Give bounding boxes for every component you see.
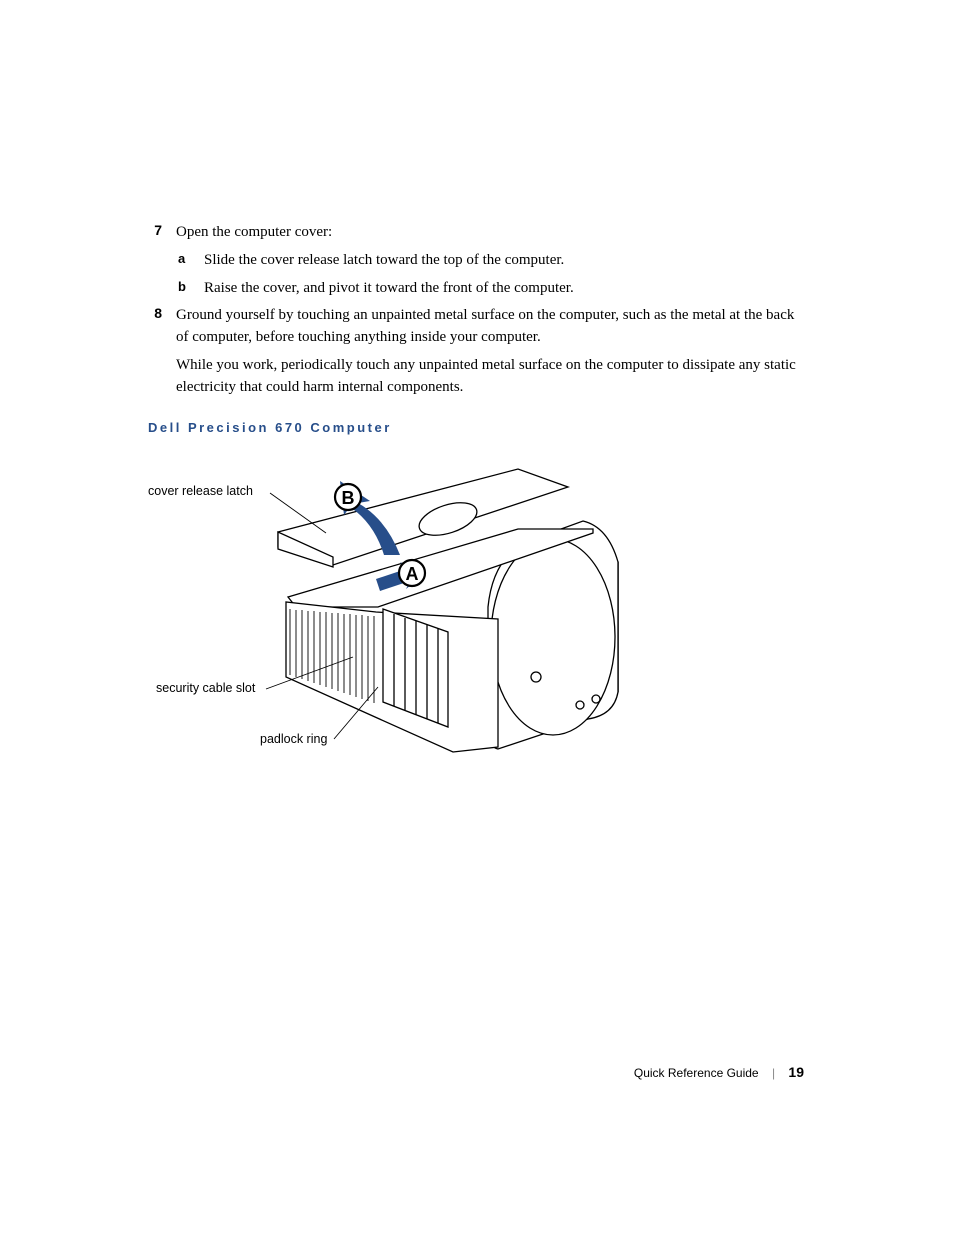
step-title: Open the computer cover: (176, 224, 332, 240)
marker-a-text: A (406, 564, 419, 584)
step-8: 8 Ground yourself by touching an unpaint… (148, 305, 808, 398)
callout-security-slot: security cable slot (156, 681, 255, 695)
diagram-svg: B A (148, 457, 668, 767)
substep-a: a Slide the cover release latch toward t… (176, 250, 808, 272)
substep-text: Raise the cover, and pivot it toward the… (204, 278, 574, 300)
footer-title: Quick Reference Guide (634, 1066, 759, 1080)
substep-letter: b (176, 278, 204, 300)
page-footer: Quick Reference Guide | 19 (634, 1064, 804, 1080)
computer-diagram: B A cover release latch security cable s… (148, 457, 808, 767)
step-number: 7 (148, 222, 176, 301)
step-para: Ground yourself by touching an unpainted… (176, 305, 808, 349)
callout-cover-release: cover release latch (148, 484, 253, 498)
section-heading: Dell Precision 670 Computer (148, 420, 808, 435)
step-7: 7 Open the computer cover: a Slide the c… (148, 222, 808, 301)
footer-separator: | (772, 1066, 775, 1080)
substep-b: b Raise the cover, and pivot it toward t… (176, 278, 808, 300)
step-number: 8 (148, 305, 176, 398)
step-body: Ground yourself by touching an unpainted… (176, 305, 808, 398)
substep-letter: a (176, 250, 204, 272)
callout-padlock-ring: padlock ring (260, 732, 327, 746)
step-para: While you work, periodically touch any u… (176, 355, 808, 399)
substep-text: Slide the cover release latch toward the… (204, 250, 564, 272)
marker-b-text: B (342, 488, 355, 508)
step-body: Open the computer cover: a Slide the cov… (176, 222, 808, 301)
page-number: 19 (788, 1064, 804, 1080)
